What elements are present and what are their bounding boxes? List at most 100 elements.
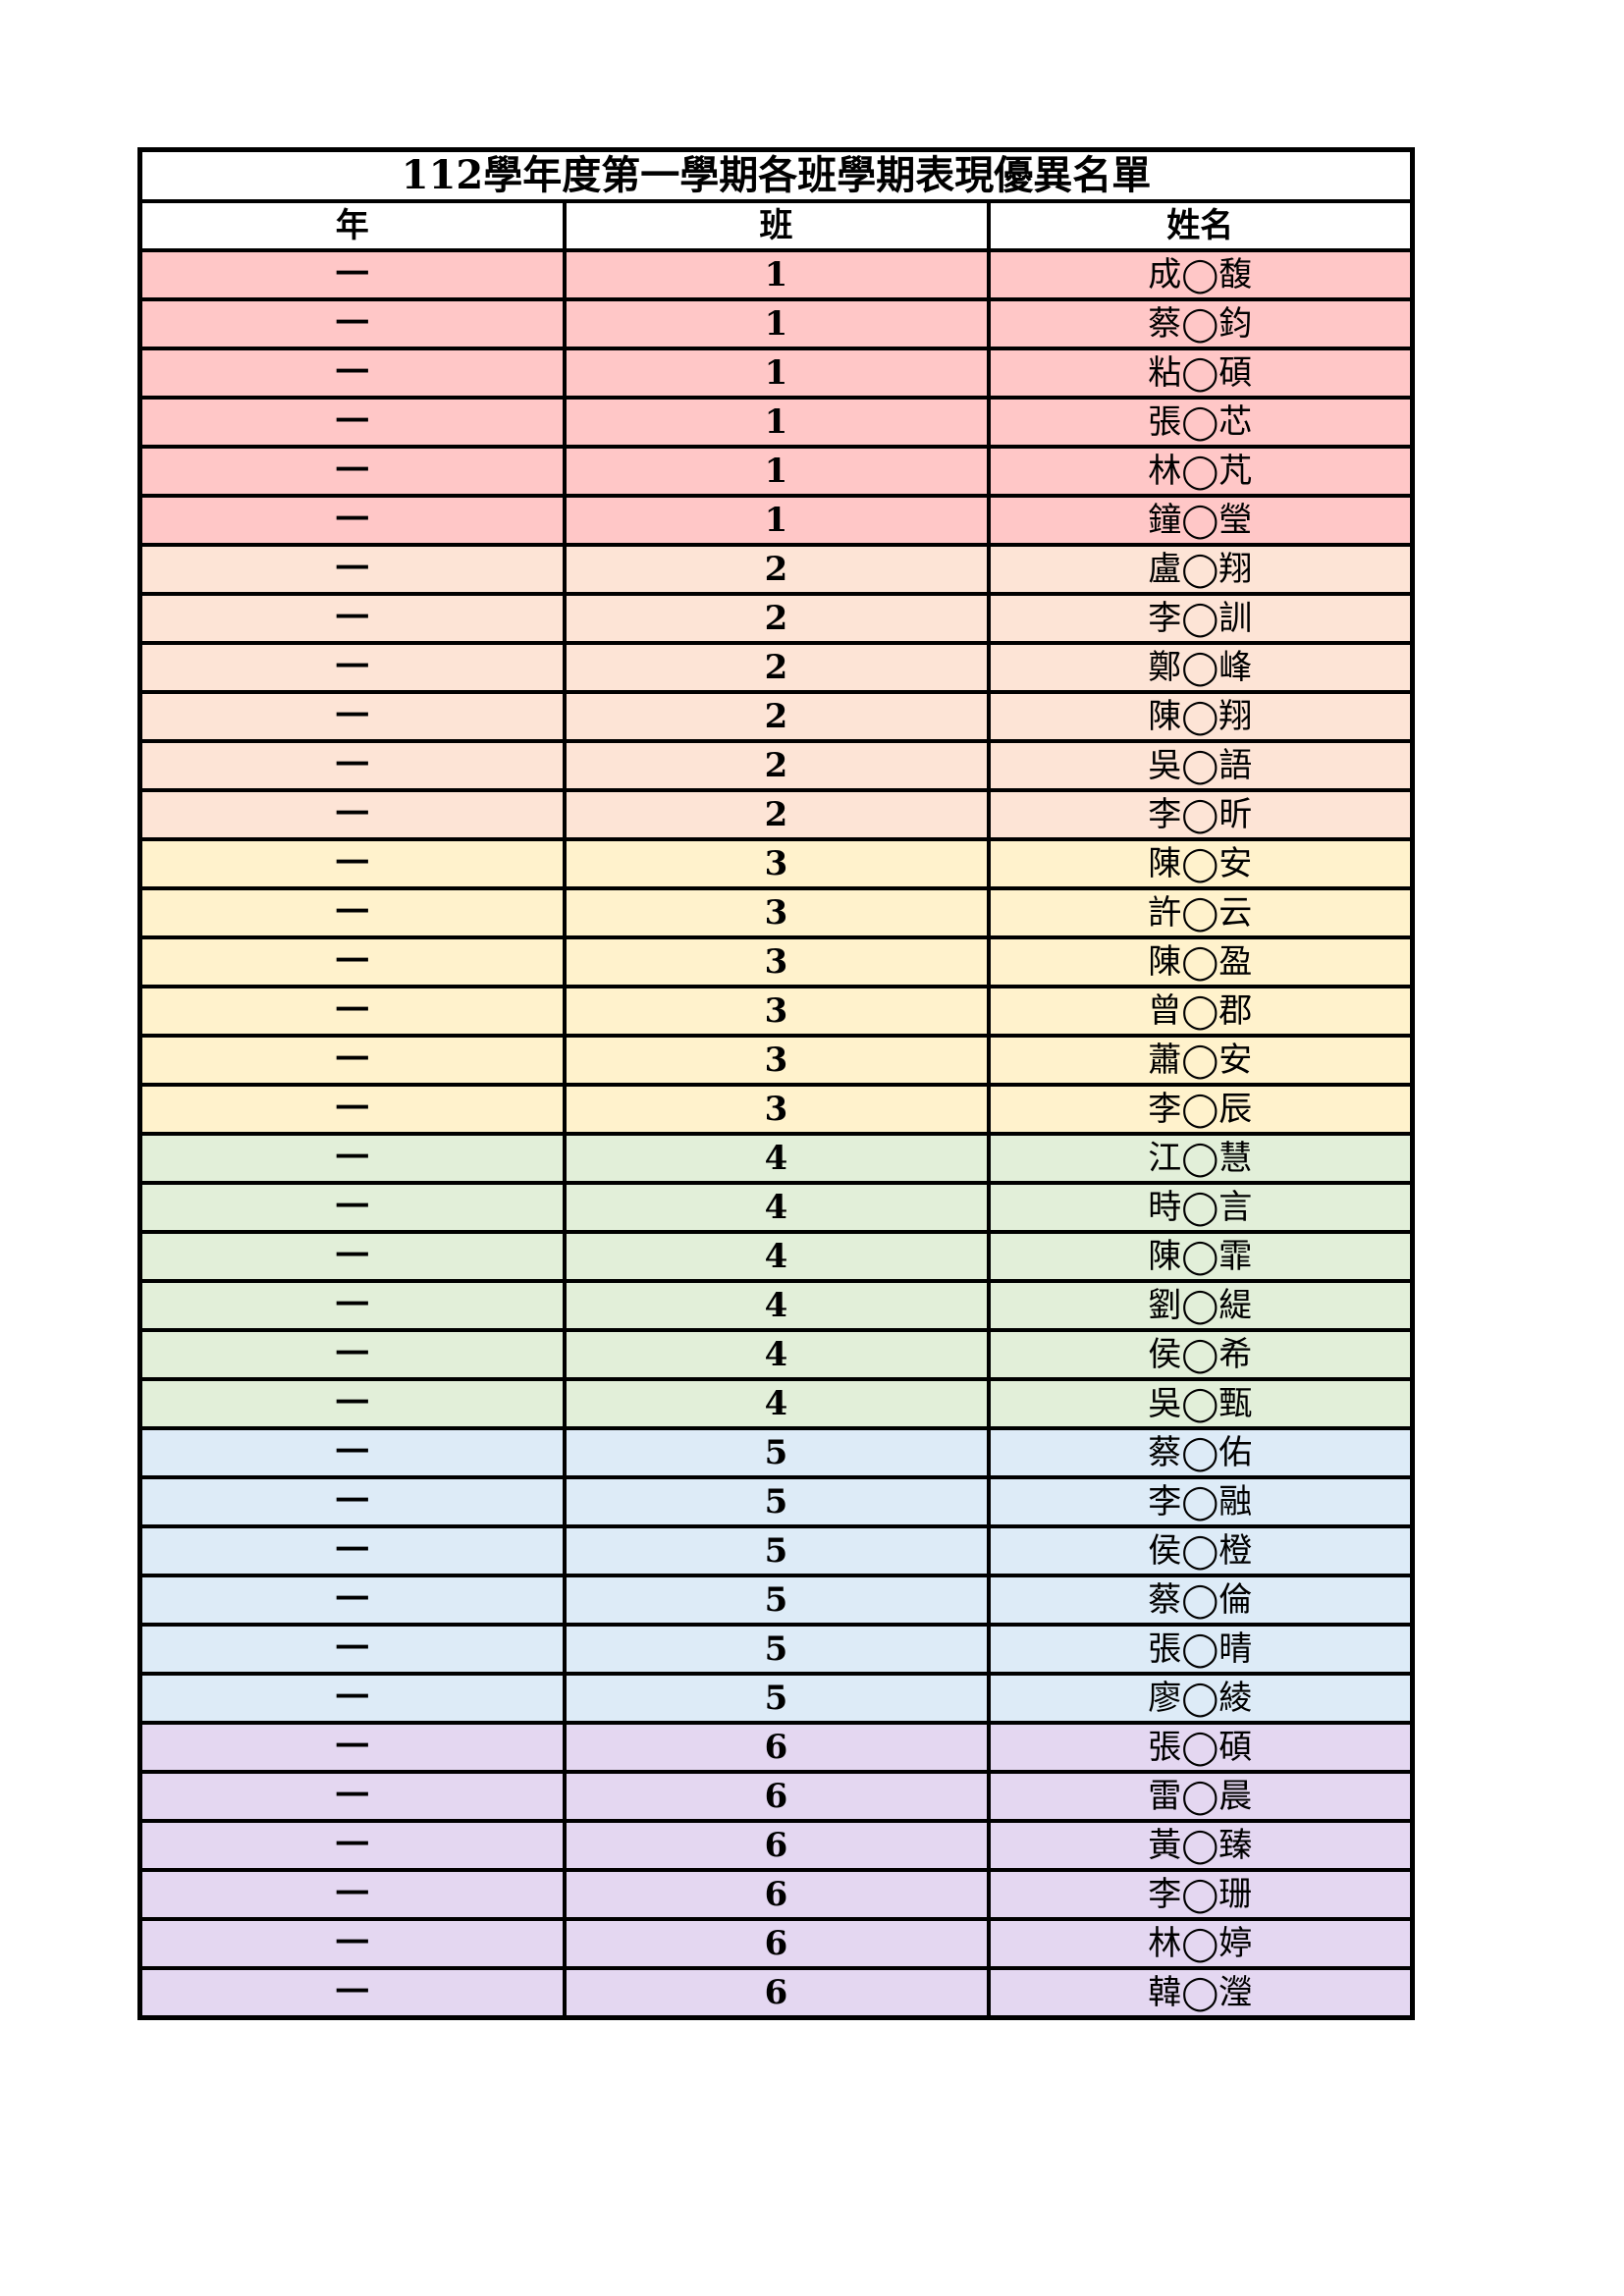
cell-name: 李◯昕 xyxy=(986,788,1415,841)
cell-name: 侯◯希 xyxy=(986,1328,1415,1381)
cell-grade: 一 xyxy=(137,690,567,743)
cell-name: 鄭◯峰 xyxy=(986,641,1415,694)
cell-class: 6 xyxy=(562,1819,991,1872)
table-row: 一 4 劉◯緹 xyxy=(137,1279,1415,1332)
cell-name: 黃◯臻 xyxy=(986,1819,1415,1872)
cell-grade: 一 xyxy=(137,1181,567,1234)
table-row: 一 3 曾◯郡 xyxy=(137,985,1415,1038)
cell-class: 1 xyxy=(562,248,991,301)
cell-class: 4 xyxy=(562,1377,991,1430)
cell-grade: 一 xyxy=(137,837,567,890)
header-class: 班 xyxy=(562,199,991,252)
cell-name: 吳◯語 xyxy=(986,739,1415,792)
table-row: 一 5 張◯晴 xyxy=(137,1623,1415,1676)
cell-grade: 一 xyxy=(137,1426,567,1479)
cell-grade: 一 xyxy=(137,641,567,694)
cell-class: 3 xyxy=(562,837,991,890)
table-row: 一 2 陳◯翔 xyxy=(137,690,1415,743)
cell-name: 陳◯翔 xyxy=(986,690,1415,743)
cell-name: 李◯辰 xyxy=(986,1083,1415,1136)
cell-class: 3 xyxy=(562,985,991,1038)
table-row: 一 3 許◯云 xyxy=(137,886,1415,939)
cell-grade: 一 xyxy=(137,347,567,400)
table-row: 一 2 李◯訓 xyxy=(137,592,1415,645)
cell-class: 4 xyxy=(562,1132,991,1185)
cell-class: 2 xyxy=(562,641,991,694)
cell-grade: 一 xyxy=(137,1132,567,1185)
cell-grade: 一 xyxy=(137,1034,567,1087)
cell-class: 6 xyxy=(562,1868,991,1921)
table-row: 一 3 李◯辰 xyxy=(137,1083,1415,1136)
cell-name: 李◯珊 xyxy=(986,1868,1415,1921)
table-row: 一 6 李◯珊 xyxy=(137,1868,1415,1921)
cell-class: 3 xyxy=(562,886,991,939)
cell-name: 粘◯碩 xyxy=(986,347,1415,400)
cell-class: 1 xyxy=(562,347,991,400)
table-row: 一 1 粘◯碩 xyxy=(137,347,1415,400)
cell-class: 6 xyxy=(562,1966,991,2020)
cell-grade: 一 xyxy=(137,1868,567,1921)
cell-grade: 一 xyxy=(137,1524,567,1577)
header-name: 姓名 xyxy=(986,199,1415,252)
cell-name: 蔡◯鈞 xyxy=(986,297,1415,350)
cell-grade: 一 xyxy=(137,1328,567,1381)
table-row: 一 6 雷◯晨 xyxy=(137,1770,1415,1823)
cell-grade: 一 xyxy=(137,1672,567,1725)
table-row: 一 3 蕭◯安 xyxy=(137,1034,1415,1087)
cell-grade: 一 xyxy=(137,543,567,596)
cell-name: 蔡◯倫 xyxy=(986,1574,1415,1627)
cell-name: 張◯晴 xyxy=(986,1623,1415,1676)
table-row: 一 3 陳◯安 xyxy=(137,837,1415,890)
cell-name: 林◯芃 xyxy=(986,445,1415,498)
cell-name: 時◯言 xyxy=(986,1181,1415,1234)
table-row: 一 6 林◯婷 xyxy=(137,1917,1415,1970)
cell-class: 2 xyxy=(562,690,991,743)
honor-roll-table: 112學年度第一學期各班學期表現優異名單 年 班 姓名 一 1 成◯馥一 1 蔡◯鈞一 1… xyxy=(137,147,1415,2020)
cell-grade: 一 xyxy=(137,1377,567,1430)
table-row: 一 4 陳◯霏 xyxy=(137,1230,1415,1283)
cell-grade: 一 xyxy=(137,1083,567,1136)
cell-name: 許◯云 xyxy=(986,886,1415,939)
cell-grade: 一 xyxy=(137,935,567,988)
cell-grade: 一 xyxy=(137,1230,567,1283)
cell-name: 吳◯甄 xyxy=(986,1377,1415,1430)
cell-grade: 一 xyxy=(137,592,567,645)
cell-class: 4 xyxy=(562,1230,991,1283)
cell-class: 5 xyxy=(562,1574,991,1627)
cell-grade: 一 xyxy=(137,1475,567,1528)
cell-grade: 一 xyxy=(137,985,567,1038)
table-row: 一 4 侯◯希 xyxy=(137,1328,1415,1381)
cell-grade: 一 xyxy=(137,739,567,792)
cell-grade: 一 xyxy=(137,886,567,939)
cell-grade: 一 xyxy=(137,1721,567,1774)
cell-class: 3 xyxy=(562,1083,991,1136)
table-row: 一 4 吳◯甄 xyxy=(137,1377,1415,1430)
table-row: 一 1 林◯芃 xyxy=(137,445,1415,498)
table-row: 一 5 蔡◯倫 xyxy=(137,1574,1415,1627)
table-row: 一 2 李◯昕 xyxy=(137,788,1415,841)
cell-name: 劉◯緹 xyxy=(986,1279,1415,1332)
table-row: 一 1 成◯馥 xyxy=(137,248,1415,301)
table-row: 一 1 蔡◯鈞 xyxy=(137,297,1415,350)
cell-name: 鐘◯瑩 xyxy=(986,494,1415,547)
cell-class: 4 xyxy=(562,1328,991,1381)
cell-grade: 一 xyxy=(137,788,567,841)
table-row: 一 5 廖◯綾 xyxy=(137,1672,1415,1725)
cell-class: 6 xyxy=(562,1770,991,1823)
table-row: 一 2 鄭◯峰 xyxy=(137,641,1415,694)
cell-grade: 一 xyxy=(137,1819,567,1872)
table-row: 一 6 張◯碩 xyxy=(137,1721,1415,1774)
cell-grade: 一 xyxy=(137,1770,567,1823)
cell-class: 1 xyxy=(562,396,991,449)
title-row: 112學年度第一學期各班學期表現優異名單 xyxy=(137,147,1415,203)
cell-name: 李◯訓 xyxy=(986,592,1415,645)
cell-name: 廖◯綾 xyxy=(986,1672,1415,1725)
cell-class: 3 xyxy=(562,935,991,988)
cell-name: 陳◯安 xyxy=(986,837,1415,890)
cell-grade: 一 xyxy=(137,1574,567,1627)
table-row: 一 1 鐘◯瑩 xyxy=(137,494,1415,547)
cell-name: 韓◯瀅 xyxy=(986,1966,1415,2020)
cell-class: 1 xyxy=(562,494,991,547)
cell-grade: 一 xyxy=(137,396,567,449)
cell-class: 1 xyxy=(562,445,991,498)
